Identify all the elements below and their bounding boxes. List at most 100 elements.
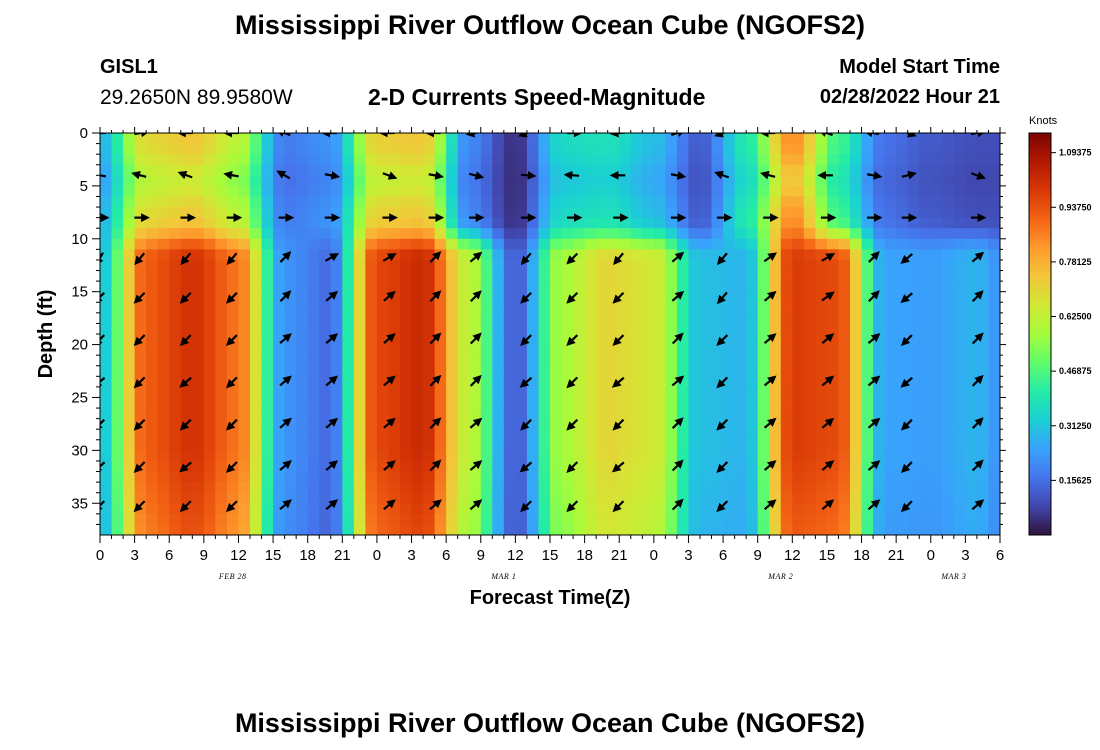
heatmap-cell bbox=[134, 323, 147, 335]
heatmap-cell bbox=[469, 344, 482, 356]
station-id: GISL1 bbox=[100, 56, 158, 78]
heatmap-cell bbox=[376, 154, 390, 166]
heatmap-cell bbox=[215, 355, 228, 367]
heatmap-cell bbox=[434, 259, 447, 272]
current-vector-arrow bbox=[716, 461, 729, 473]
heatmap-cell bbox=[896, 175, 909, 187]
heatmap-cell bbox=[988, 397, 1000, 409]
heatmap-cell bbox=[988, 450, 1000, 462]
heatmap-cell bbox=[803, 217, 816, 229]
heatmap-cell bbox=[480, 492, 493, 504]
heatmap-cell bbox=[676, 429, 690, 441]
heatmap-cell bbox=[515, 386, 528, 399]
heatmap-cell bbox=[550, 238, 563, 250]
current-vector-arrow bbox=[276, 170, 291, 180]
heatmap-cell bbox=[803, 185, 816, 198]
heatmap-cell bbox=[723, 334, 736, 346]
heatmap-cell bbox=[723, 270, 736, 282]
heatmap-cell bbox=[319, 249, 332, 261]
date-label: MAR 2 bbox=[767, 572, 793, 581]
heatmap-cell bbox=[965, 175, 978, 187]
heatmap-cell bbox=[526, 196, 540, 208]
heatmap-cell bbox=[734, 175, 747, 187]
current-vector-arrow bbox=[971, 290, 984, 302]
heatmap-cell bbox=[653, 238, 666, 250]
heatmap-cell bbox=[480, 408, 493, 420]
y-tick-label: 15 bbox=[71, 284, 88, 301]
heatmap-cell bbox=[123, 524, 136, 535]
heatmap-cell bbox=[365, 259, 378, 272]
heatmap-cell bbox=[826, 291, 840, 303]
heatmap-cell bbox=[930, 471, 943, 483]
current-vector-arrow bbox=[716, 252, 728, 266]
heatmap-cell bbox=[180, 513, 193, 526]
heatmap-cell bbox=[907, 355, 920, 367]
heatmap-cell bbox=[238, 281, 251, 293]
heatmap-cell bbox=[169, 334, 182, 346]
heatmap-cell bbox=[457, 334, 470, 346]
heatmap-cell bbox=[642, 376, 655, 388]
heatmap-cell bbox=[330, 228, 343, 240]
heatmap-cell bbox=[919, 439, 932, 451]
heatmap-cell bbox=[180, 471, 193, 483]
heatmap-cell bbox=[653, 291, 666, 303]
heatmap-cell bbox=[203, 312, 216, 325]
heatmap-cell bbox=[942, 408, 955, 420]
heatmap-cell bbox=[826, 408, 840, 420]
heatmap-cell bbox=[526, 217, 540, 229]
heatmap-cell bbox=[446, 376, 459, 388]
heatmap-cell bbox=[619, 270, 632, 282]
heatmap-cell bbox=[157, 196, 170, 208]
heatmap-cell bbox=[180, 238, 193, 250]
heatmap-cell bbox=[676, 460, 690, 473]
heatmap-cell bbox=[746, 397, 759, 409]
heatmap-cell bbox=[561, 207, 574, 219]
heatmap-cell bbox=[757, 460, 770, 473]
heatmap-cell bbox=[423, 259, 436, 272]
heatmap-cell bbox=[376, 355, 390, 367]
heatmap-cell bbox=[896, 386, 909, 399]
heatmap-cell bbox=[792, 312, 805, 325]
x-tick-label: 6 bbox=[996, 547, 1004, 564]
heatmap-cell bbox=[734, 323, 747, 335]
heatmap-cell bbox=[388, 503, 401, 515]
heatmap-cell bbox=[596, 471, 609, 483]
heatmap-cell bbox=[284, 259, 297, 272]
heatmap-cell bbox=[284, 439, 297, 451]
heatmap-cell bbox=[319, 429, 332, 441]
heatmap-cell bbox=[688, 471, 701, 483]
heatmap-cell bbox=[169, 376, 182, 388]
heatmap-cell bbox=[134, 164, 147, 176]
heatmap-cell bbox=[365, 376, 378, 388]
heatmap-cell bbox=[723, 418, 736, 430]
heatmap-cell bbox=[203, 302, 216, 314]
heatmap-cell bbox=[503, 154, 516, 166]
heatmap-cell bbox=[676, 503, 690, 515]
heatmap-cell bbox=[907, 418, 920, 430]
heatmap-cell bbox=[826, 365, 840, 377]
heatmap-cell bbox=[273, 238, 286, 250]
heatmap-cell bbox=[665, 323, 678, 335]
heatmap-cell bbox=[780, 460, 793, 473]
heatmap-cell bbox=[388, 185, 401, 198]
heatmap-cell bbox=[446, 164, 459, 176]
heatmap-cell bbox=[965, 259, 978, 272]
heatmap-cell bbox=[203, 386, 216, 399]
heatmap-cell bbox=[273, 249, 286, 261]
heatmap-cell bbox=[215, 482, 228, 494]
heatmap-cell bbox=[261, 185, 274, 198]
heatmap-cell bbox=[261, 429, 274, 441]
heatmap-cell bbox=[480, 503, 493, 515]
heatmap-cell bbox=[826, 460, 840, 473]
heatmap-cell bbox=[873, 259, 886, 272]
heatmap-cell bbox=[965, 365, 978, 377]
heatmap-cell bbox=[607, 471, 620, 483]
heatmap-cell bbox=[307, 238, 320, 250]
heatmap-cell bbox=[826, 164, 840, 176]
heatmap-cell bbox=[653, 439, 666, 451]
heatmap-cell bbox=[711, 408, 724, 420]
heatmap-cell bbox=[273, 492, 286, 504]
current-vector-arrow bbox=[971, 251, 985, 263]
heatmap-cell bbox=[226, 143, 240, 155]
heatmap-cell bbox=[988, 185, 1000, 198]
